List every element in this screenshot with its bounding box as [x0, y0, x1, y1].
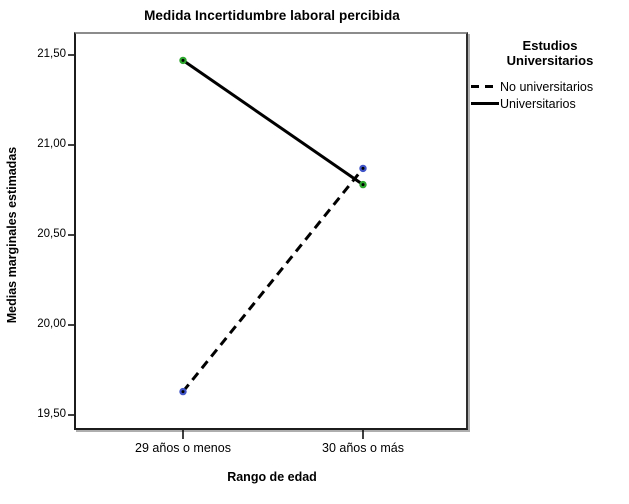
y-tick-label: 20,00 — [37, 318, 66, 330]
x-tick-label: 29 años o menos — [135, 441, 231, 455]
legend-entries: No universitarios Universitarios — [471, 78, 629, 112]
legend-swatch-solid-line — [471, 102, 499, 105]
legend-title: Estudios Universitarios — [471, 38, 629, 68]
data-point-marker — [179, 56, 187, 65]
legend-entry-label: Universitarios — [500, 96, 576, 111]
x-axis-title: Rango de edad — [227, 470, 317, 484]
legend-entry-label: No universitarios — [500, 79, 594, 94]
series-line-solid — [182, 59, 364, 186]
chart-title: Medida Incertidumbre laboral percibida — [144, 8, 400, 23]
y-tick-label: 21,00 — [37, 138, 66, 150]
y-tick-label: 19,50 — [37, 408, 66, 420]
legend-entry: Universitarios — [471, 95, 629, 112]
y-tick-label: 20,50 — [37, 228, 66, 240]
series-line-dashed — [181, 167, 365, 393]
data-point-marker — [179, 387, 187, 396]
legend-swatch-dashed-line — [471, 85, 499, 88]
data-point-marker — [359, 180, 367, 189]
x-tick-label: 30 años o más — [322, 441, 404, 455]
y-tick-label: 21,50 — [37, 48, 66, 60]
legend: Estudios Universitarios No universitario… — [471, 38, 629, 112]
legend-title-line-2: Universitarios — [506, 53, 594, 68]
y-axis-title: Medias marginales estimadas — [5, 146, 19, 324]
data-point-marker — [359, 164, 367, 173]
legend-title-line-1: Estudios — [522, 38, 578, 53]
legend-entry: No universitarios — [471, 78, 629, 95]
plot-area-frame — [74, 32, 468, 430]
